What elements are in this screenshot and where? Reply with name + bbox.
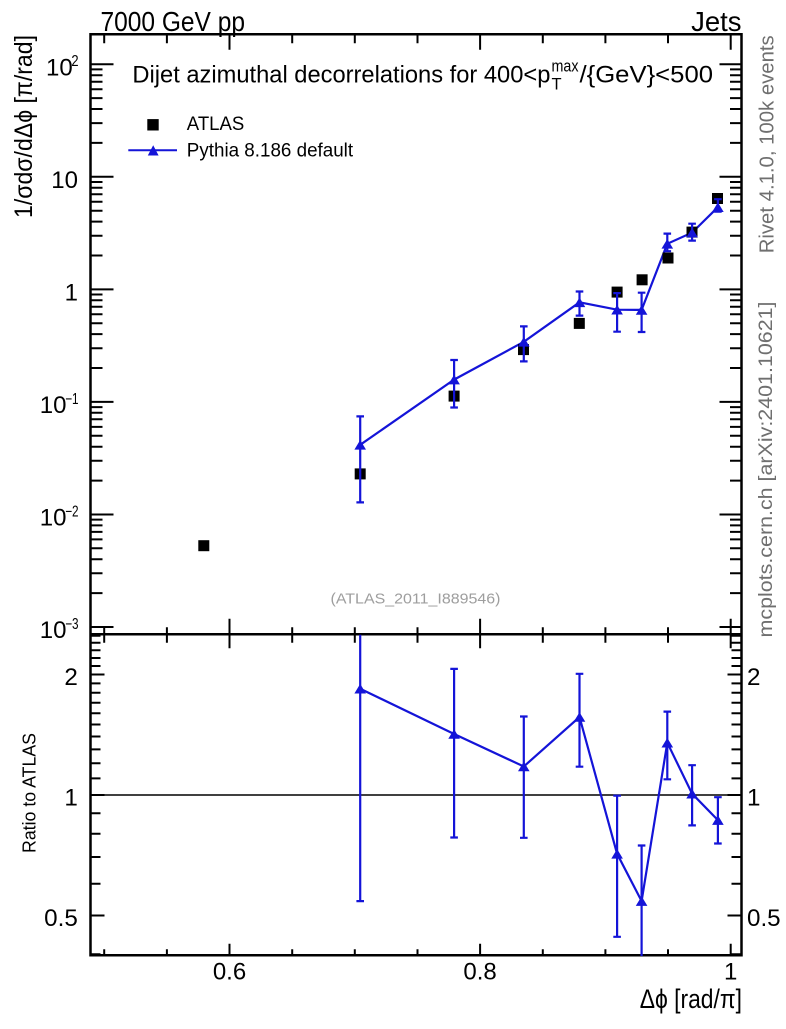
svg-text:Rivet 4.1.0, 100k events: Rivet 4.1.0, 100k events [757,35,779,253]
svg-text:7000 GeV pp: 7000 GeV pp [101,6,246,37]
svg-text:1: 1 [64,785,77,812]
svg-text:ATLAS: ATLAS [187,114,245,135]
svg-text:Pythia 8.186 default: Pythia 8.186 default [187,140,354,161]
svg-text:0.8: 0.8 [463,959,496,986]
svg-text:−3: −3 [65,616,78,633]
svg-text:Jets: Jets [691,6,741,37]
svg-text:0.5: 0.5 [747,905,781,932]
svg-text:/{GeV}<500: /{GeV}<500 [580,62,714,89]
svg-text:(ATLAS_2011_I889546): (ATLAS_2011_I889546) [331,591,501,608]
svg-text:2: 2 [64,664,77,691]
svg-text:10: 10 [40,392,67,419]
svg-text:2: 2 [747,664,760,691]
svg-text:Ratio to ATLAS: Ratio to ATLAS [20,733,40,853]
svg-text:10: 10 [40,505,67,532]
svg-text:Dijet azimuthal decorrelations: Dijet azimuthal decorrelations for 400<p [132,62,550,89]
svg-text:Δϕ [rad/π]: Δϕ [rad/π] [640,984,742,1014]
svg-text:10: 10 [40,617,67,644]
svg-text:2: 2 [71,53,78,70]
svg-text:−1: −1 [65,391,78,408]
svg-text:max: max [552,58,580,76]
svg-text:0.6: 0.6 [213,959,246,986]
svg-text:10: 10 [51,167,78,194]
svg-text:10: 10 [46,55,73,82]
svg-text:−2: −2 [65,503,78,520]
svg-text:T: T [552,76,562,94]
svg-text:0.5: 0.5 [44,905,78,932]
svg-text:1: 1 [747,785,760,812]
svg-text:1/σdσ/dΔϕ [π/rad]: 1/σdσ/dΔϕ [π/rad] [10,35,38,218]
svg-text:1: 1 [65,280,78,307]
svg-text:1: 1 [724,959,737,986]
svg-text:mcplots.cern.ch [arXiv:2401.10: mcplots.cern.ch [arXiv:2401.10621] [756,302,777,638]
